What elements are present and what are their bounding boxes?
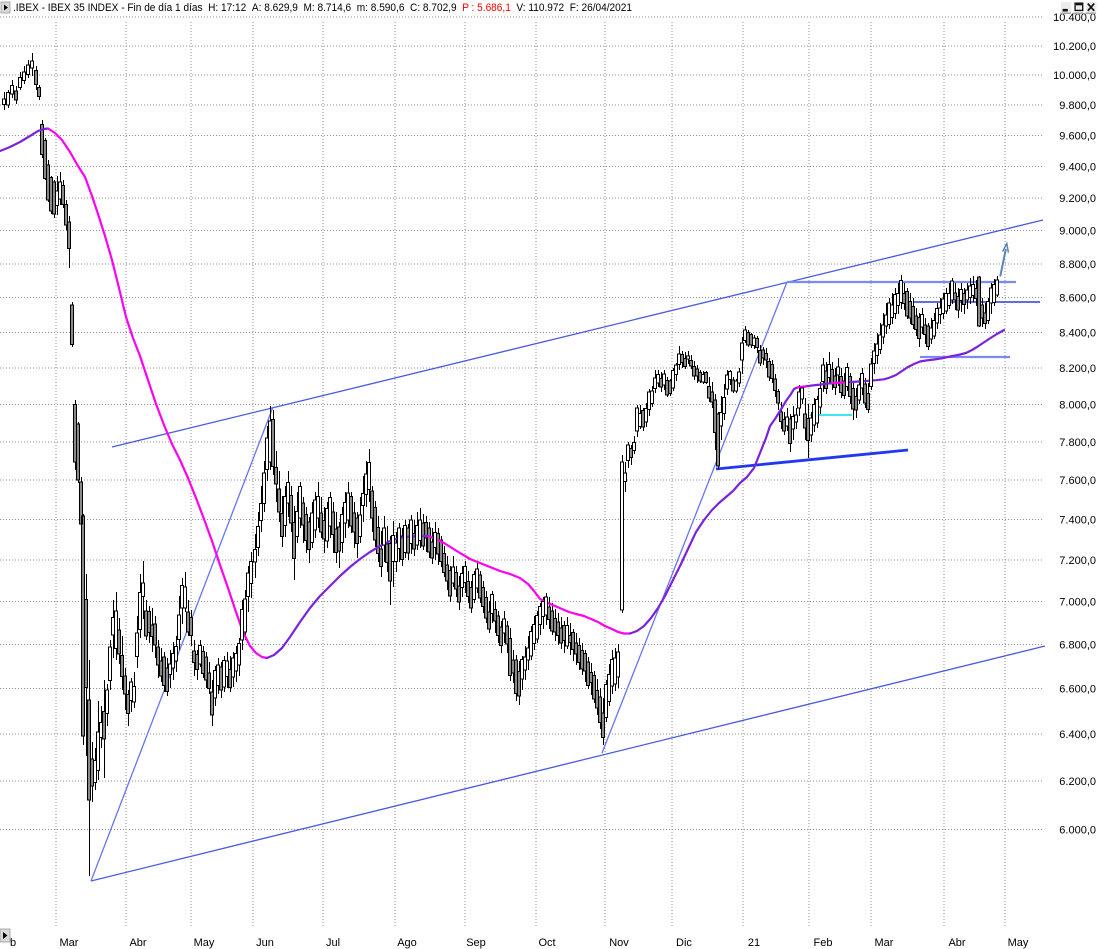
svg-text:Jul: Jul	[326, 937, 340, 949]
svg-text:Mar: Mar	[60, 937, 79, 949]
svg-text:9.200,0: 9.200,0	[1059, 193, 1096, 205]
svg-text:Oct: Oct	[538, 937, 555, 949]
svg-text:9.000,0: 9.000,0	[1059, 226, 1096, 238]
svg-text:7.400,0: 7.400,0	[1059, 515, 1096, 527]
svg-text:10.000,0: 10.000,0	[1053, 70, 1096, 82]
svg-text:9.400,0: 9.400,0	[1059, 161, 1096, 173]
svg-text:Jun: Jun	[256, 937, 274, 949]
svg-text:7.800,0: 7.800,0	[1059, 437, 1096, 449]
svg-text:10.400,0: 10.400,0	[1053, 12, 1096, 24]
svg-text:6.400,0: 6.400,0	[1059, 729, 1096, 741]
svg-text:8.000,0: 8.000,0	[1059, 400, 1096, 412]
svg-text:6.200,0: 6.200,0	[1059, 776, 1096, 788]
svg-text:9.800,0: 9.800,0	[1059, 100, 1096, 112]
svg-text:9.600,0: 9.600,0	[1059, 130, 1096, 142]
svg-text:7.000,0: 7.000,0	[1059, 597, 1096, 609]
svg-text:b: b	[10, 937, 16, 949]
svg-text:Mar: Mar	[875, 937, 894, 949]
svg-text:10.200,0: 10.200,0	[1053, 41, 1096, 53]
svg-text:8.800,0: 8.800,0	[1059, 259, 1096, 271]
svg-text:8.200,0: 8.200,0	[1059, 363, 1096, 375]
svg-text:Abr: Abr	[948, 937, 965, 949]
svg-text:21: 21	[748, 937, 760, 949]
svg-text:Feb: Feb	[814, 937, 833, 949]
svg-text:6.600,0: 6.600,0	[1059, 684, 1096, 696]
svg-text:May: May	[1008, 937, 1029, 949]
svg-text:Ago: Ago	[397, 937, 417, 949]
svg-text:7.200,0: 7.200,0	[1059, 555, 1096, 567]
svg-text:7.600,0: 7.600,0	[1059, 475, 1096, 487]
svg-text:Dic: Dic	[676, 937, 692, 949]
svg-text:8.600,0: 8.600,0	[1059, 293, 1096, 305]
svg-text:May: May	[194, 937, 215, 949]
svg-text:.IBEX - IBEX 35 INDEX - Fin de: .IBEX - IBEX 35 INDEX - Fin de día 1 día…	[13, 2, 632, 14]
svg-text:Sep: Sep	[466, 937, 486, 949]
svg-text:8.400,0: 8.400,0	[1059, 328, 1096, 340]
svg-text:6.800,0: 6.800,0	[1059, 640, 1096, 652]
svg-text:6.000,0: 6.000,0	[1059, 824, 1096, 836]
svg-text:Nov: Nov	[609, 937, 629, 949]
svg-text:Abr: Abr	[129, 937, 146, 949]
